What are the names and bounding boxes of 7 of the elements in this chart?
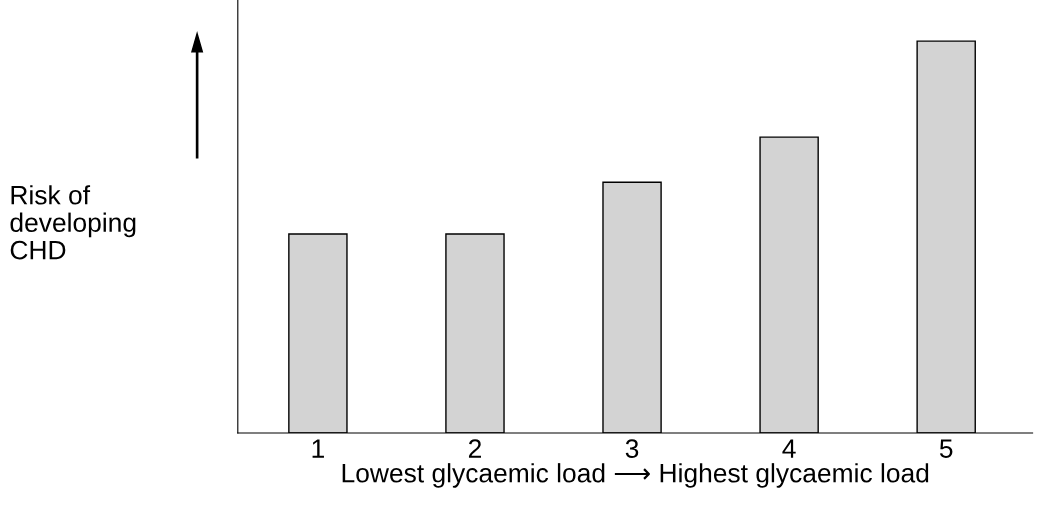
x-tick-label: 2 [468, 439, 481, 458]
x-axis-title: Lowest glycaemic load ⟶ Highest glycaemic load [342, 463, 929, 488]
x-tick-label: 4 [782, 439, 796, 458]
y-axis-title: Risk of developing CHD [10, 185, 136, 260]
x-tick-label: 3 [625, 439, 639, 458]
x-tick-label: 1 [312, 439, 324, 458]
x-tick-label: 5 [939, 439, 953, 458]
